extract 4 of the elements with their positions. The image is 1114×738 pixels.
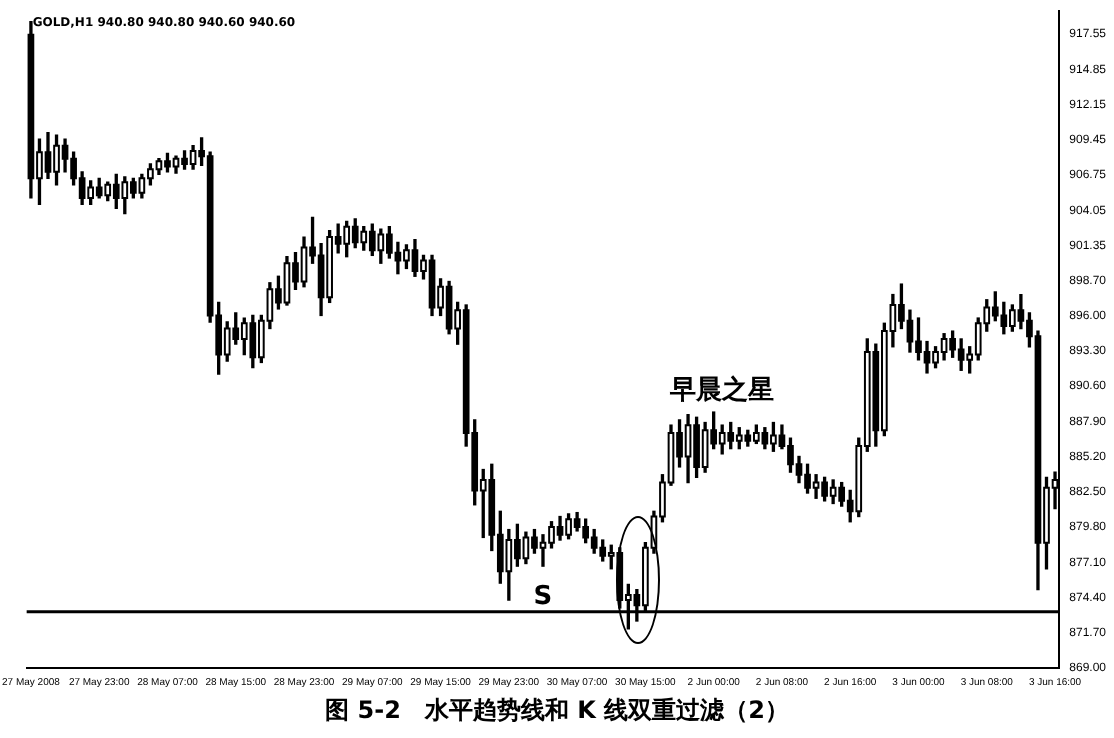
- annotation: 早晨之星: [668, 372, 776, 408]
- candlestick: [539, 534, 547, 567]
- ref-line-label: S: [533, 581, 553, 612]
- text: 图 5-2 水平趋势线和 K 线双重过滤（2）: [323, 694, 791, 728]
